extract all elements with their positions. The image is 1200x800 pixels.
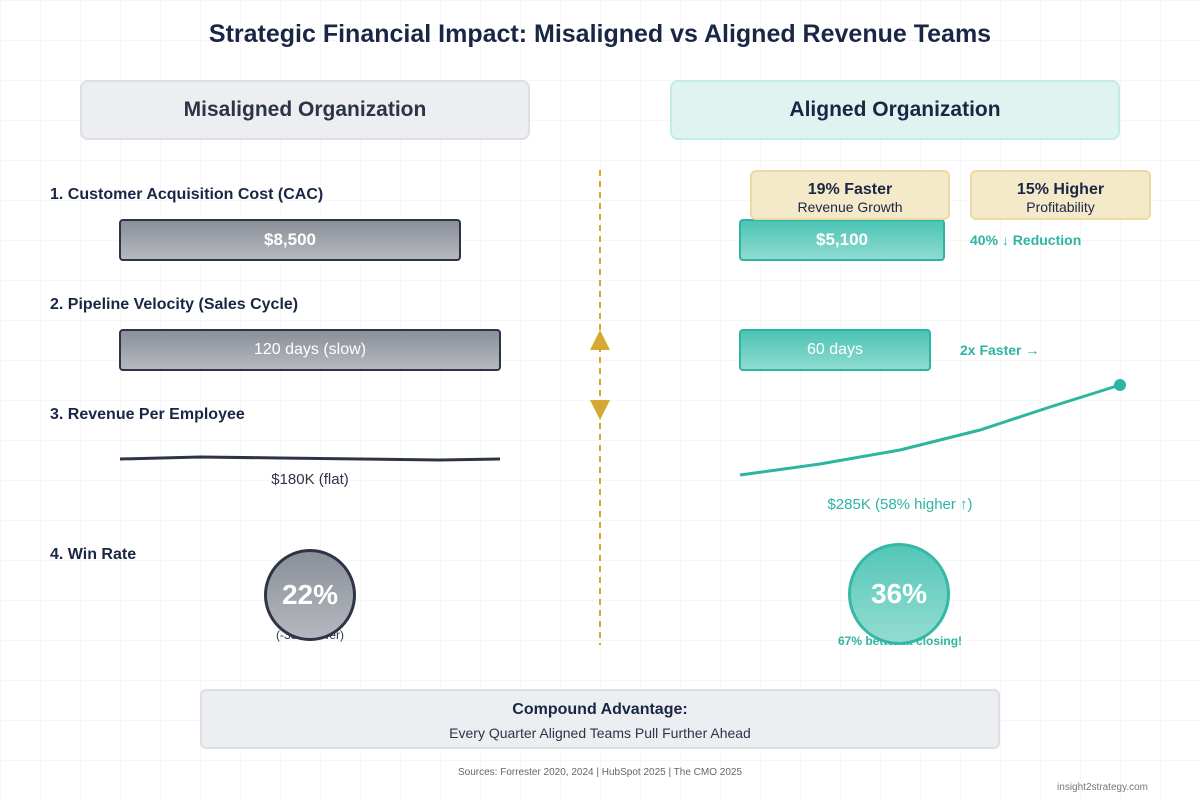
metric-label-winrate: 4. Win Rate [50, 546, 137, 563]
misaligned-velocity-bar: 120 days (slow) [119, 329, 501, 371]
aligned-header: Aligned Organization [670, 80, 1120, 140]
watermark: insight2strategy.com [1057, 782, 1148, 793]
aligned-revenue-value: $285K (58% higher ↑) [827, 496, 973, 513]
misaligned-revenue-value: $180K (flat) [271, 471, 349, 488]
divider [590, 170, 610, 645]
badge-revenue-growth: 19% Faster Revenue Growth [750, 170, 950, 220]
badge-profitability: 15% Higher Profitability [970, 170, 1151, 220]
compound-advantage-box: Compound Advantage: Every Quarter Aligne… [200, 689, 1000, 749]
compound-title: Compound Advantage: [512, 701, 688, 718]
arrow-down-icon [590, 400, 610, 420]
aligned-velocity-bar: 60 days [739, 329, 931, 371]
arrow-up-icon [590, 330, 610, 350]
misaligned-winrate-circle: 22% [264, 549, 356, 641]
page-title: Strategic Financial Impact: Misaligned v… [208, 20, 992, 48]
cac-note: 40% ↓ Reduction [970, 232, 1082, 248]
compound-text: Every Quarter Aligned Teams Pull Further… [449, 725, 751, 741]
metric-label-cac: 1. Customer Acquisition Cost (CAC) [50, 186, 324, 203]
sources: Sources: Forrester 2020, 2024 | HubSpot … [457, 767, 743, 778]
misaligned-revenue-line [119, 455, 501, 462]
velocity-note: 2x Faster → [960, 342, 1040, 358]
misaligned-cac-bar: $8,500 [119, 219, 461, 261]
metric-label-velocity: 2. Pipeline Velocity (Sales Cycle) [50, 296, 299, 313]
aligned-revenue-line [739, 379, 1126, 477]
misaligned-header: Misaligned Organization [80, 80, 530, 140]
aligned-winrate-circle: 36% [848, 543, 950, 645]
aligned-cac-bar: $5,100 [739, 219, 945, 261]
metric-label-revenue: 3. Revenue Per Employee [50, 406, 245, 423]
